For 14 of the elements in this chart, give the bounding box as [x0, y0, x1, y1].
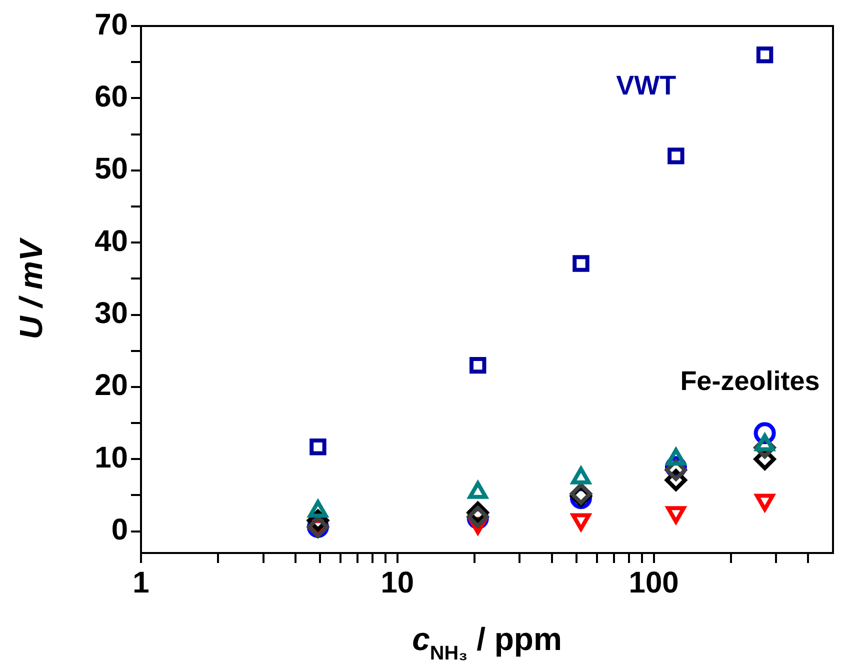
- y-tick-label: 60: [94, 80, 128, 114]
- y-tick-label: 30: [94, 297, 128, 330]
- annotation: Fe-zeolites: [680, 366, 820, 396]
- y-tick-label: 50: [94, 152, 128, 186]
- x-tick-label: 1: [132, 566, 150, 600]
- y-tick-label: 70: [94, 8, 128, 42]
- x-tick-label: 100: [628, 566, 679, 600]
- y-axis-title: U / mV: [13, 237, 49, 340]
- annotation: VWT: [616, 70, 677, 101]
- y-tick-label: 0: [111, 514, 128, 547]
- y-tick-label: 20: [94, 369, 128, 402]
- x-tick-label: 10: [380, 566, 414, 600]
- y-tick-label: 10: [94, 441, 128, 474]
- y-tick-label: 40: [94, 224, 128, 258]
